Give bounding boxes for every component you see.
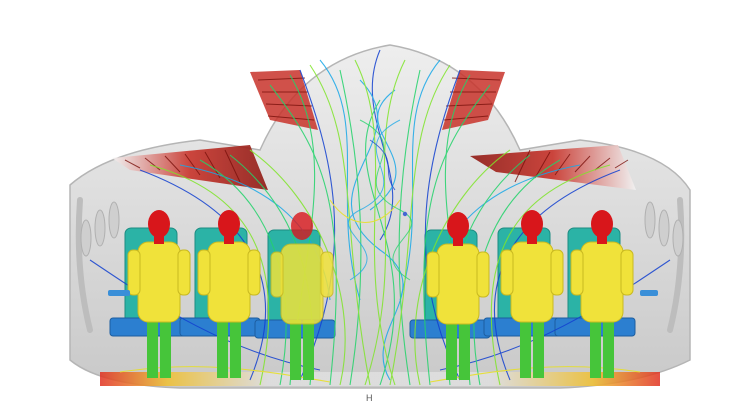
- armrests: [108, 290, 658, 296]
- cabin-windows: [80, 201, 684, 257]
- passenger-figure: [197, 210, 261, 378]
- passengers: [127, 210, 634, 380]
- passenger-figure: [500, 210, 564, 378]
- passenger-figure: [426, 212, 490, 380]
- passenger-figure: [127, 210, 191, 378]
- footer-mark: H: [366, 393, 374, 403]
- central-flow-core: [347, 119, 413, 281]
- passenger-figure: [270, 212, 334, 380]
- passenger-figure: [570, 210, 634, 378]
